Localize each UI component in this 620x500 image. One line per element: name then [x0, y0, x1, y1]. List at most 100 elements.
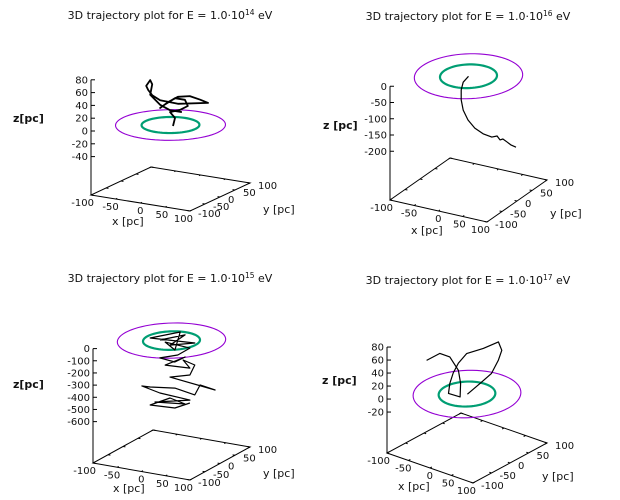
z-tick-label: 40 — [75, 101, 88, 112]
x-tick-mark — [223, 178, 226, 181]
z-axis-label: z[pc] — [13, 378, 44, 391]
y-tick-label: -100 — [198, 209, 221, 220]
x-tick-label: -100 — [370, 203, 393, 214]
title-exponent: 14 — [245, 8, 255, 17]
x-tick-mark — [141, 470, 144, 472]
x-tick-mark — [117, 465, 119, 468]
trajectory-line — [460, 75, 517, 148]
y-tick-label: 0 — [228, 195, 234, 206]
z-tick-label: 20 — [75, 114, 88, 125]
z-tick-label: -300 — [67, 381, 90, 392]
x-tick-mark — [151, 429, 154, 432]
z-axis-label: z [pc] — [323, 119, 358, 132]
y-tick-mark — [419, 178, 423, 181]
z-tick-label: 0 — [82, 127, 88, 138]
y-tick-label: 50 — [243, 188, 256, 199]
z-tick-label: -20 — [72, 139, 88, 150]
y-tick-label: 100 — [258, 181, 277, 192]
z-axis-label: z [pc] — [322, 374, 357, 387]
y-tick-mark — [404, 189, 408, 191]
x-tick-mark — [198, 174, 201, 177]
x-tick-label: 0 — [435, 214, 441, 225]
x-tick-mark — [462, 215, 465, 217]
y-tick-mark — [499, 210, 503, 212]
y-tick-mark — [514, 199, 518, 202]
title-unit: eV — [553, 10, 571, 23]
x-tick-label: -100 — [73, 466, 96, 477]
x-tick-label: -50 — [401, 209, 417, 220]
y-tick-mark — [460, 412, 464, 415]
z-tick-label: 60 — [75, 88, 88, 99]
x-tick-label: 50 — [156, 210, 169, 221]
x-tick-label: 0 — [137, 206, 143, 217]
x-tick-label: 50 — [156, 479, 169, 490]
outer-ring — [413, 53, 524, 100]
y-tick-mark — [529, 189, 533, 191]
x-tick-mark — [496, 168, 499, 171]
plot-title: 3D trajectory plot for E = 1.0·1015 eV — [68, 271, 273, 285]
z-tick-label: 80 — [75, 75, 88, 86]
y-tick-mark — [489, 471, 492, 474]
y-tick-mark — [434, 168, 438, 170]
y-tick-label: 50 — [540, 189, 553, 200]
y-tick-mark — [405, 442, 408, 445]
trajectory-plot-4: 3D trajectory plot for E = 1.0·1017 eV -1… — [322, 273, 574, 497]
x-tick-mark — [486, 220, 489, 223]
y-tick-label: 0 — [228, 462, 234, 473]
x-tick-label: 100 — [174, 483, 193, 494]
z-tick-label: 20 — [371, 382, 384, 393]
y-tick-label: -100 — [495, 220, 518, 231]
z-tick-label: -600 — [67, 417, 90, 428]
y-tick-label: 100 — [555, 178, 574, 189]
z-tick-label: 60 — [371, 356, 384, 367]
z-tick-label: -150 — [364, 131, 387, 142]
y-tick-label: -100 — [198, 478, 221, 489]
z-tick-label: -400 — [67, 393, 90, 404]
trajectory-line — [141, 331, 216, 409]
inner-ring — [141, 330, 202, 351]
x-tick-mark — [165, 474, 168, 477]
x-tick-label: -100 — [71, 198, 94, 209]
x-tick-mark — [458, 412, 462, 415]
x-tick-mark — [413, 204, 417, 206]
title-text: 3D trajectory plot for E = 1.0·10 — [366, 10, 543, 23]
trajectory-plot-1: 3D trajectory plot for E = 1.0·1014 eV -1… — [13, 8, 295, 228]
x-tick-label: -100 — [367, 456, 390, 467]
y-tick-mark — [423, 432, 427, 435]
y-tick-mark — [442, 422, 445, 425]
title-exponent: 17 — [543, 273, 553, 282]
y-tick-mark — [484, 220, 488, 223]
y-tick-label: 50 — [537, 451, 550, 462]
y-axis-label: y [pc] — [550, 207, 582, 220]
y-tick-label: -100 — [481, 481, 504, 492]
title-unit: eV — [553, 274, 571, 287]
y-axis-label: y [pc] — [542, 470, 574, 483]
x-tick-label: 100 — [471, 225, 490, 236]
plot-title: 3D trajectory plot for E = 1.0·1017 eV — [366, 273, 571, 287]
y-tick-label: -50 — [213, 202, 229, 213]
x-tick-mark — [448, 157, 451, 160]
x-tick-mark — [472, 163, 475, 165]
x-tick-label: -50 — [395, 464, 411, 475]
z-tick-label: 0 — [84, 344, 90, 355]
x-tick-mark — [451, 474, 454, 476]
x-axis-label: x [pc] — [398, 480, 430, 493]
title-text: 3D trajectory plot for E = 1.0·10 — [68, 9, 245, 22]
x-axis-label: x [pc] — [113, 482, 145, 495]
x-axis-label: x [pc] — [411, 224, 443, 237]
x-axis-label: x [pc] — [112, 215, 144, 228]
x-tick-mark — [501, 427, 505, 430]
x-tick-label: 0 — [138, 475, 144, 486]
inner-ring — [437, 380, 497, 408]
y-axis-label: y [pc] — [263, 467, 295, 480]
z-tick-label: 80 — [371, 343, 384, 354]
x-tick-label: 0 — [427, 471, 433, 482]
z-tick-label: -40 — [72, 152, 88, 163]
z-tick-label: -200 — [67, 368, 90, 379]
y-axis-label: y [pc] — [263, 203, 295, 216]
title-exponent: 16 — [543, 9, 553, 18]
x-tick-mark — [224, 442, 226, 445]
trajectory-line — [145, 79, 210, 127]
x-tick-mark — [472, 481, 476, 484]
